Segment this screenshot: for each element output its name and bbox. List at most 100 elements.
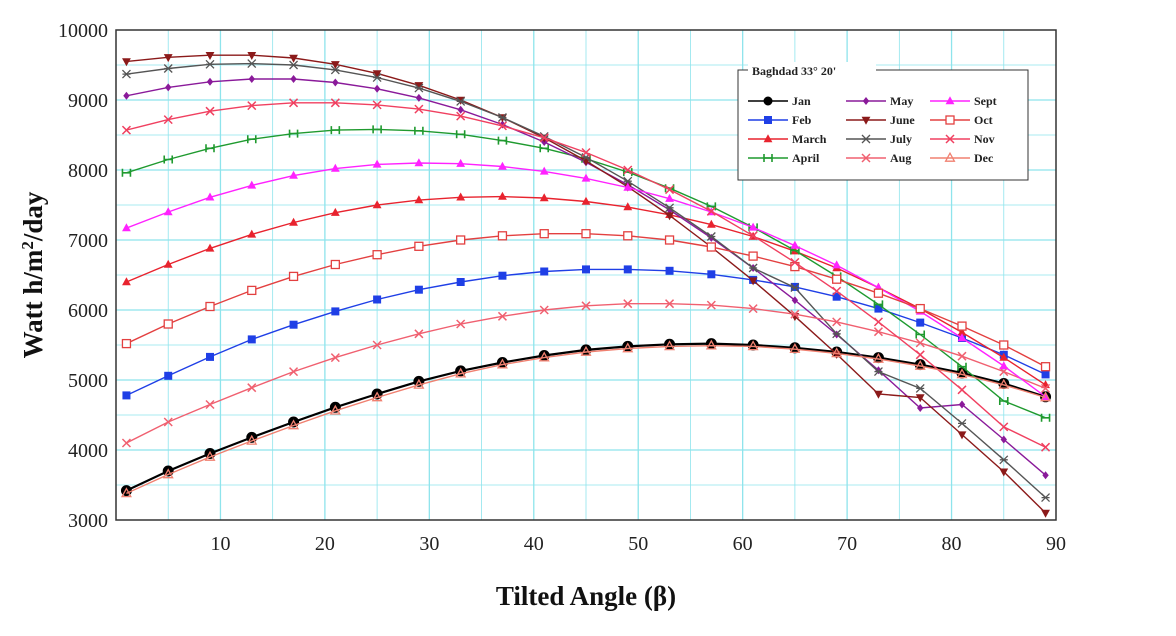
data-point-july	[915, 383, 925, 393]
data-point-aug	[873, 327, 883, 337]
data-point-oct	[748, 251, 758, 261]
data-point-feb	[247, 335, 256, 344]
data-point-dec	[1040, 391, 1052, 402]
data-point-dec	[914, 359, 926, 370]
data-point-feb	[456, 278, 465, 286]
data-point-dec	[998, 378, 1010, 389]
series-aug	[121, 299, 1051, 448]
data-point-may	[415, 93, 423, 102]
data-point-aug	[163, 417, 173, 427]
plot-frame	[115, 29, 1057, 521]
data-point-june	[665, 212, 674, 221]
data-point-dec	[580, 345, 592, 356]
data-point-nov	[706, 206, 716, 216]
legend-item-feb: Feb	[748, 113, 812, 127]
data-point-oct	[330, 259, 340, 270]
data-point-july	[832, 329, 842, 339]
data-point-oct	[664, 235, 675, 245]
legend-label: Dec	[974, 151, 994, 165]
data-point-dec	[956, 368, 968, 379]
series-layer	[120, 52, 1052, 518]
data-point-june	[247, 52, 257, 60]
data-point-may	[1000, 435, 1007, 444]
series-oct	[121, 229, 1051, 372]
data-point-aug	[1041, 383, 1051, 393]
y-tick-label: 6000	[68, 300, 108, 322]
data-point-june	[289, 54, 298, 63]
data-point-nov	[957, 385, 967, 395]
data-point-sept	[999, 361, 1009, 370]
data-point-aug	[623, 299, 633, 309]
y-tick-label: 7000	[68, 230, 108, 252]
data-point-nov	[163, 115, 173, 125]
legend-marker	[764, 116, 772, 124]
data-point-april	[414, 126, 424, 135]
data-point-sept	[163, 207, 173, 216]
legend-marker	[945, 115, 955, 125]
data-point-april	[1040, 413, 1051, 422]
data-point-may	[206, 77, 214, 86]
data-point-oct	[247, 285, 257, 296]
data-point-nov	[205, 106, 215, 116]
legend-marker	[763, 154, 773, 162]
data-point-oct	[539, 229, 549, 239]
data-point-march	[247, 229, 257, 238]
data-point-may	[791, 296, 799, 305]
data-point-aug	[372, 340, 382, 350]
legend-items: Jan Feb March April May June July Aug Sept Oct Nov…	[748, 94, 997, 165]
data-point-feb	[582, 265, 590, 274]
data-point-march	[456, 192, 466, 201]
data-point-july	[706, 232, 716, 241]
data-point-march	[581, 196, 591, 205]
data-point-sept	[832, 260, 842, 269]
y-tick-label: 10000	[58, 20, 108, 42]
data-point-dec	[413, 378, 425, 389]
data-point-march	[957, 327, 967, 336]
legend-label: May	[890, 94, 913, 108]
legend-item-aug: Aug	[846, 151, 911, 165]
data-point-may	[332, 78, 339, 87]
data-point-aug	[665, 299, 675, 309]
legend-label: Jan	[792, 94, 811, 108]
data-point-march	[289, 217, 298, 226]
data-point-april	[915, 330, 926, 339]
data-point-july	[748, 263, 758, 273]
data-point-feb	[164, 371, 173, 380]
legend-item-nov: Nov	[930, 132, 995, 146]
data-point-sept	[414, 158, 424, 167]
data-point-nov	[414, 104, 424, 114]
tick-labels: 10 20 30 40 50 60 70 80 90 3000 4000 5000 6000 7000 80…	[58, 20, 1066, 555]
data-point-aug	[330, 353, 340, 363]
x-tick-label: 20	[315, 533, 335, 555]
data-point-aug	[247, 383, 257, 393]
data-point-feb	[707, 270, 716, 279]
data-point-oct	[999, 340, 1009, 350]
data-point-april	[163, 155, 174, 164]
legend-item-oct: Oct	[930, 113, 993, 127]
x-tick-label: 30	[419, 533, 439, 555]
data-point-may	[123, 91, 130, 100]
legend-item-april: April	[748, 151, 820, 165]
data-point-april	[372, 125, 382, 134]
data-point-april	[288, 129, 299, 138]
data-point-nov	[915, 350, 925, 360]
data-point-april	[205, 144, 215, 153]
data-point-aug	[456, 319, 466, 329]
data-point-oct	[414, 241, 424, 251]
data-point-june	[163, 54, 173, 63]
data-point-june	[205, 52, 215, 60]
data-point-june	[957, 431, 967, 440]
data-point-dec	[747, 340, 759, 351]
x-axis-label: Tilted Angle (β)	[496, 581, 676, 611]
x-tick-label: 10	[210, 533, 230, 555]
data-point-sept	[539, 166, 549, 175]
data-point-feb	[289, 320, 298, 329]
data-point-april	[455, 130, 466, 139]
data-point-sept	[623, 182, 633, 191]
data-point-oct	[832, 274, 842, 284]
legend-label: July	[890, 132, 912, 146]
data-point-may	[248, 75, 255, 83]
data-point-july	[873, 367, 883, 377]
data-point-march	[999, 352, 1009, 361]
data-point-april	[497, 136, 508, 145]
